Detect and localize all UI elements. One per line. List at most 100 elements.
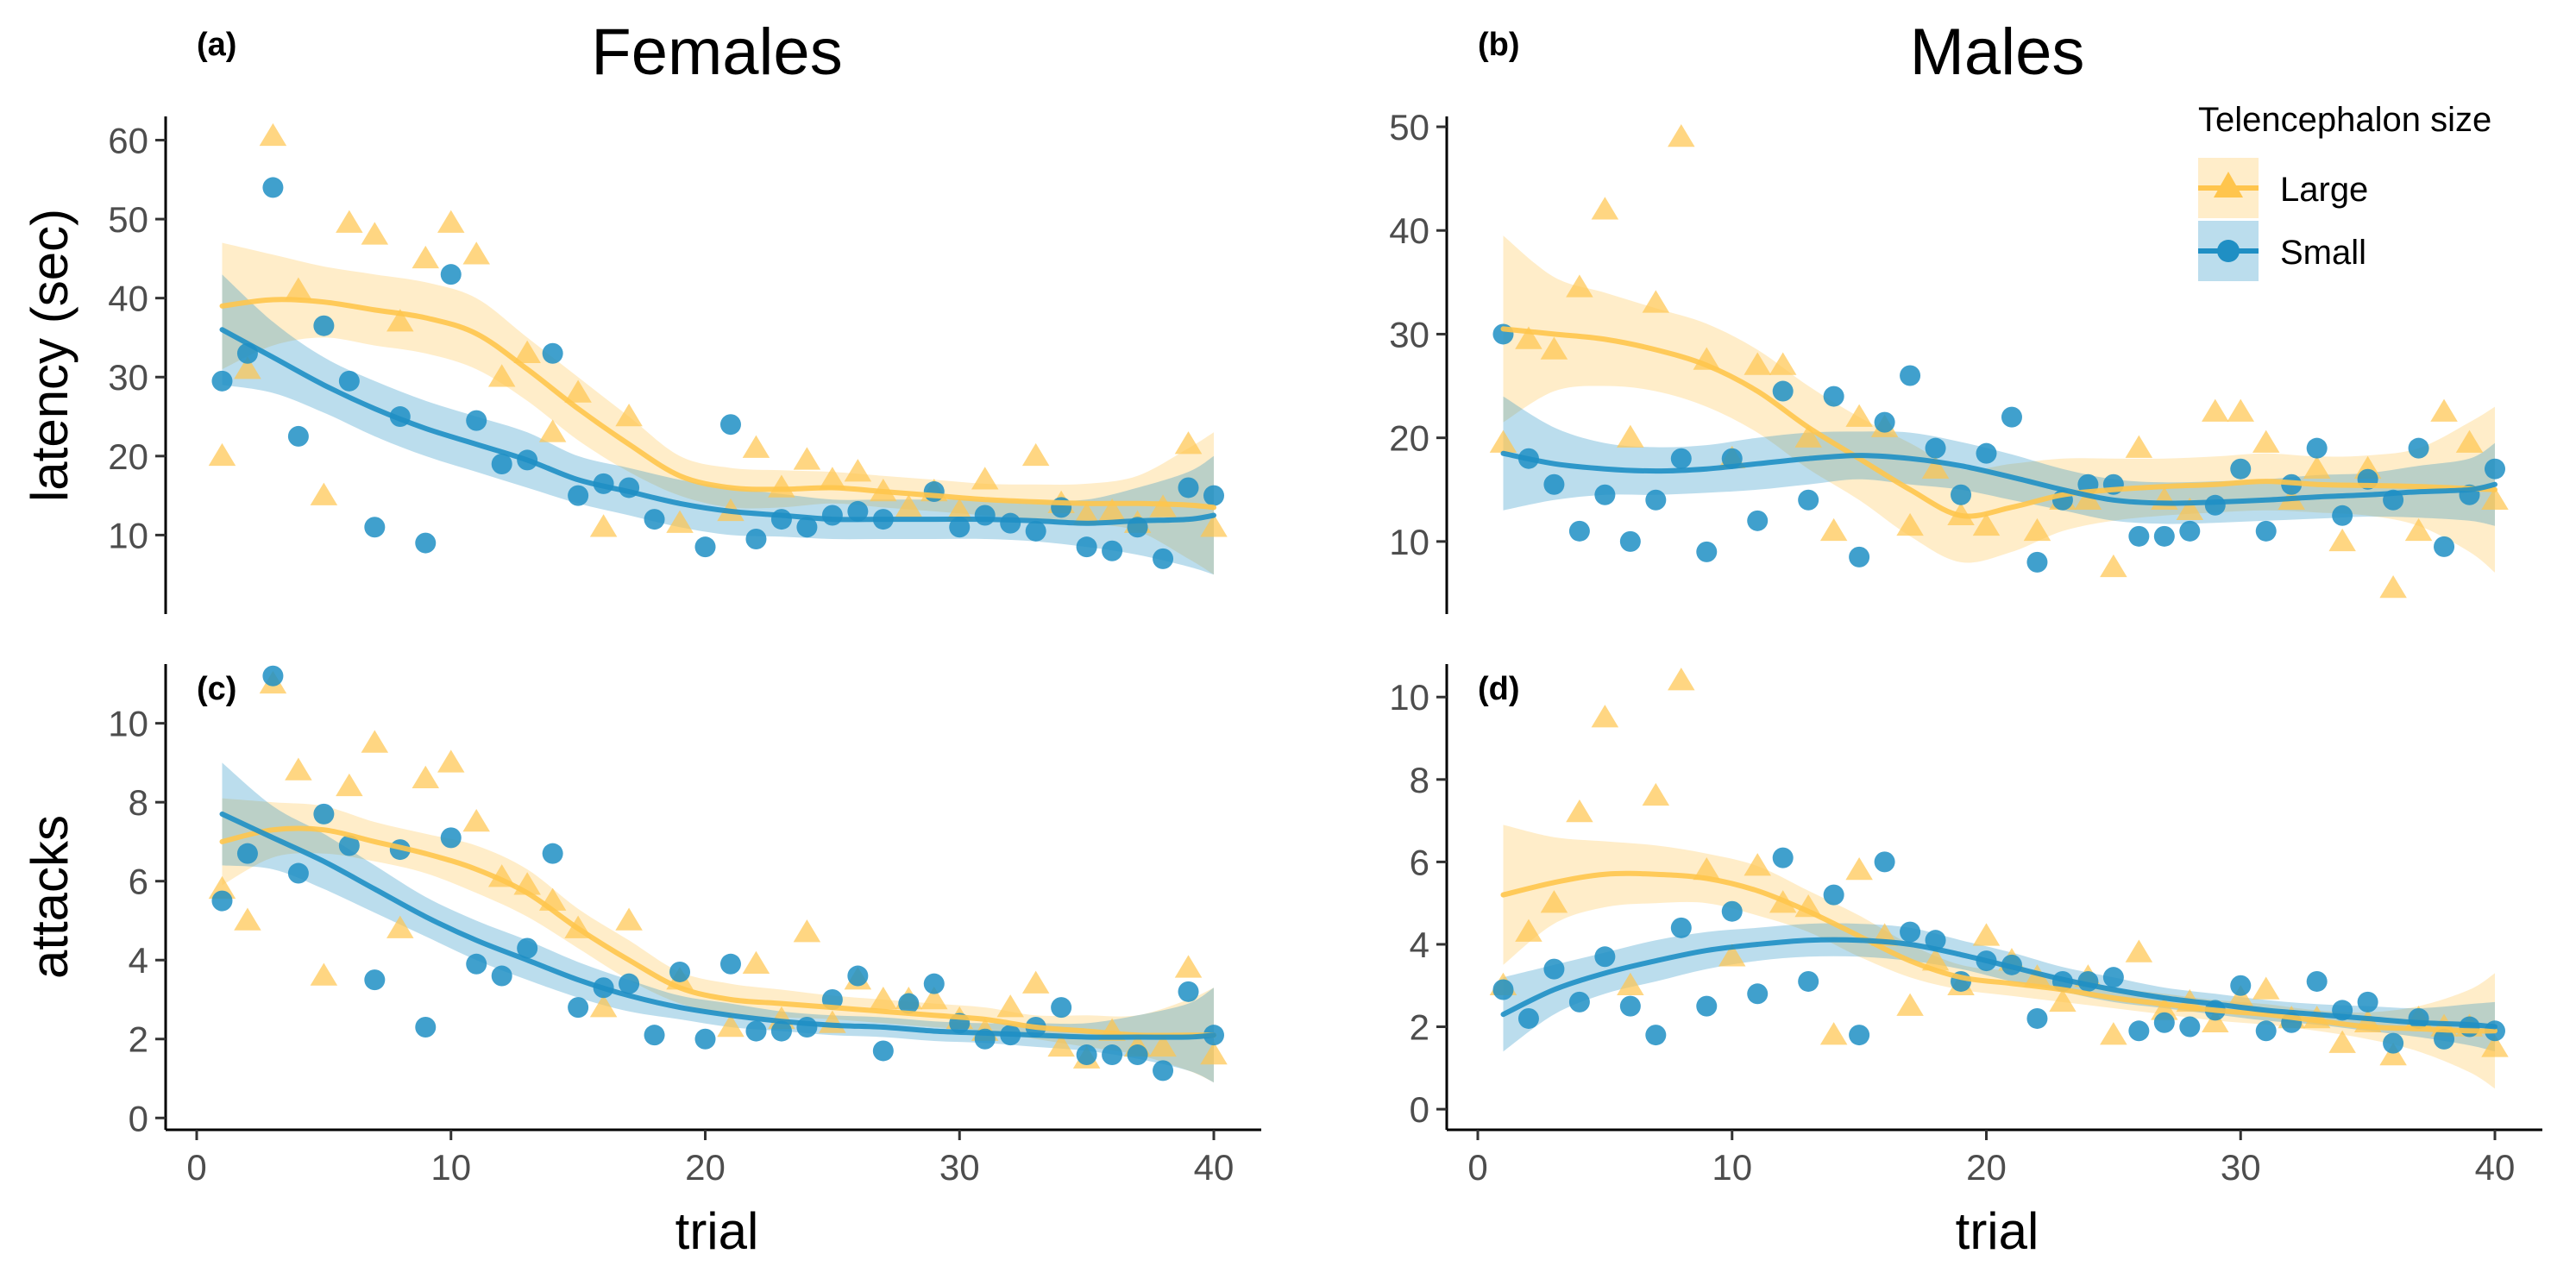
- data-point-large: [564, 379, 592, 403]
- data-point-large: [1591, 197, 1619, 220]
- data-point-large: [819, 467, 846, 490]
- data-point-small: [440, 827, 462, 849]
- data-point-small: [1900, 921, 1921, 943]
- data-point-small: [949, 517, 971, 538]
- data-point-small: [568, 485, 589, 506]
- data-point-small: [2230, 458, 2252, 480]
- data-point-small: [2434, 1028, 2455, 1050]
- data-point-large: [1819, 517, 1848, 542]
- data-point-small: [1696, 541, 1718, 562]
- fit-line-small: [219, 327, 1216, 526]
- data-point-large: [615, 907, 643, 931]
- data-point-large: [1642, 782, 1670, 806]
- data-point-small: [719, 414, 741, 436]
- data-point-large: [2379, 574, 2407, 599]
- data-point-large: [2202, 398, 2229, 422]
- data-point-small: [211, 370, 233, 392]
- data-point-large: [1718, 944, 1746, 967]
- panel-label-b: (b): [1478, 27, 1520, 63]
- fit-line-small: [219, 811, 1216, 1040]
- y-tick-label: 60: [108, 120, 148, 160]
- data-point-large: [208, 442, 236, 467]
- data-point-small: [2026, 1007, 2048, 1029]
- data-point-large: [1047, 1033, 1075, 1057]
- data-point-large: [742, 950, 770, 975]
- data-point-large: [1896, 512, 1924, 536]
- data-point-small: [1153, 1060, 1174, 1082]
- y-tick-label: 8: [129, 782, 148, 823]
- confidence-band-small: [1503, 923, 2495, 1052]
- data-point-small: [1849, 1025, 1870, 1046]
- data-point-large: [2227, 398, 2254, 422]
- data-point-small: [491, 965, 512, 987]
- x-axis-title-males: trial: [1956, 1202, 2039, 1260]
- panel-c-females-attacks: 0 2 4 6 8 10 0 10 20 30 40: [108, 664, 1261, 1188]
- data-point-large: [2328, 528, 2356, 552]
- legend-key-large-triangle-icon: [2214, 172, 2243, 197]
- x-tick-label: 10: [430, 1147, 471, 1188]
- data-point-small: [1670, 917, 1692, 938]
- data-point-large: [666, 510, 694, 533]
- fit-line-large: [219, 825, 1216, 1038]
- data-point-large: [1617, 972, 1644, 995]
- data-point-small: [1517, 1007, 1539, 1029]
- data-point-large: [386, 915, 414, 938]
- data-point-large: [1566, 274, 1593, 298]
- x-tick-label: 20: [685, 1147, 726, 1188]
- x-tick-label: 30: [2221, 1147, 2261, 1188]
- data-point-small: [694, 536, 716, 558]
- data-point-small: [2128, 1020, 2150, 1042]
- data-point-small: [2204, 494, 2226, 516]
- data-point-large: [462, 241, 490, 265]
- data-point-large: [1515, 326, 1542, 349]
- fit-line-large: [219, 297, 1216, 511]
- data-point-small: [694, 1028, 716, 1050]
- data-point-small: [1798, 970, 1819, 992]
- data-point-small: [517, 937, 538, 959]
- data-point-small: [1874, 411, 1895, 433]
- data-point-small: [1543, 473, 1565, 495]
- data-point-small: [1076, 1044, 1097, 1066]
- y-tick-label: 2: [1410, 1007, 1429, 1048]
- y-tick-label: 40: [108, 279, 148, 319]
- data-point-small: [719, 953, 741, 975]
- data-point-small: [2153, 1012, 2175, 1033]
- data-point-small: [2179, 520, 2201, 542]
- data-point-large: [2227, 985, 2254, 1008]
- confidence-band-small: [1503, 396, 2495, 526]
- fit-line-small: [1500, 937, 2497, 1030]
- y-tick-label: 30: [1389, 314, 1429, 354]
- data-point-large: [412, 765, 440, 788]
- data-point-small: [796, 517, 818, 538]
- data-point-large: [1819, 1022, 1848, 1045]
- data-point-small: [644, 509, 665, 530]
- data-point-small: [2306, 970, 2328, 992]
- data-point-small: [1976, 442, 1997, 464]
- data-point-large: [2100, 554, 2127, 578]
- panel-label-d: (d): [1478, 671, 1520, 707]
- y-tick-label: 6: [129, 862, 148, 902]
- data-point-small: [1747, 510, 1769, 531]
- data-point-large: [1540, 890, 1568, 913]
- data-point-large: [462, 809, 490, 832]
- data-point-large: [2379, 1042, 2407, 1066]
- data-point-large: [2100, 1022, 2127, 1045]
- data-point-small: [898, 993, 920, 1014]
- data-point-large: [1845, 404, 1873, 427]
- data-point-large: [717, 1014, 745, 1038]
- data-point-small: [313, 315, 335, 336]
- data-point-small: [1568, 520, 1590, 542]
- x-tick-label: 10: [1712, 1147, 1752, 1188]
- data-point-large: [2303, 455, 2331, 479]
- y-tick-label: 4: [1410, 925, 1429, 965]
- data-point-small: [1076, 536, 1097, 558]
- y-tick-label: 10: [1389, 677, 1429, 718]
- y-tick-label: 0: [1410, 1089, 1429, 1130]
- data-point-small: [2230, 975, 2252, 996]
- data-point-large: [2328, 1030, 2356, 1053]
- data-point-small: [1619, 995, 1641, 1017]
- data-point-large: [1515, 918, 1542, 942]
- data-point-large: [1972, 512, 2001, 536]
- data-point-large: [742, 435, 770, 458]
